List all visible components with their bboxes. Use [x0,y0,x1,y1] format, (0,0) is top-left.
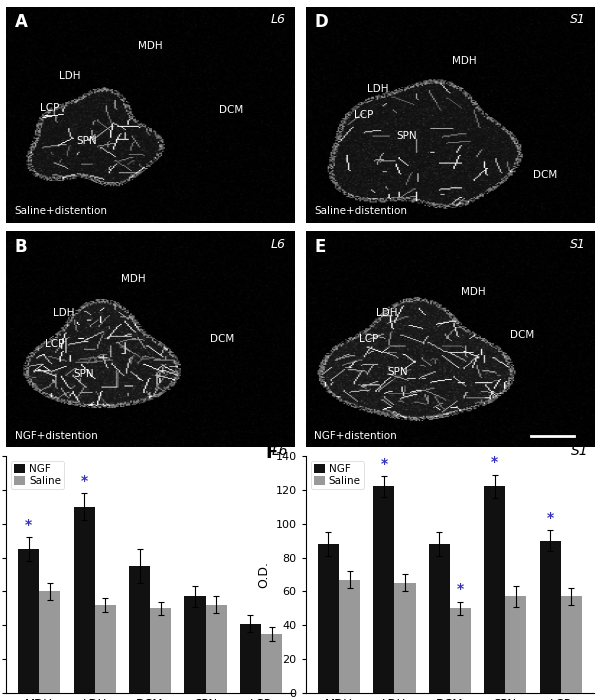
Bar [561,596,582,693]
Text: *: * [491,456,499,470]
Text: E: E [314,238,326,256]
Text: S1: S1 [569,238,586,251]
Text: NGF+distention: NGF+distention [14,430,97,440]
Text: LCP: LCP [40,104,59,113]
Text: LCP: LCP [46,339,65,349]
Text: SPN: SPN [388,367,409,377]
Bar [450,608,471,693]
Bar [129,566,150,693]
Text: L6: L6 [271,13,286,27]
Text: DCM: DCM [533,170,557,180]
Text: S1: S1 [571,444,588,458]
Bar [39,592,61,693]
Bar [505,596,526,693]
Text: Saline+distention: Saline+distention [314,206,407,216]
Bar [18,549,39,693]
Text: *: * [547,511,554,525]
Bar [339,580,360,693]
Bar [318,544,339,693]
Text: LCP: LCP [359,334,379,344]
Text: Saline+distention: Saline+distention [14,206,107,216]
Text: LDH: LDH [376,309,397,318]
Text: LCP: LCP [354,110,373,120]
Text: LDH: LDH [367,84,389,94]
Bar [74,507,95,693]
Text: *: * [25,518,32,532]
Text: A: A [14,13,28,32]
Bar [184,596,206,693]
Bar [429,544,450,693]
Text: DCM: DCM [510,330,534,340]
Bar [484,486,505,693]
Text: MDH: MDH [138,41,163,51]
Bar [394,583,416,693]
Text: F: F [265,444,278,462]
Bar [261,634,282,693]
Legend: NGF, Saline: NGF, Saline [11,461,64,489]
Text: DCM: DCM [210,334,235,344]
Text: L6: L6 [271,238,286,251]
Bar [373,486,394,693]
Text: LDH: LDH [53,309,74,318]
Text: SPN: SPN [74,369,94,379]
Bar [240,624,261,693]
Text: MDH: MDH [461,287,485,297]
Bar [206,605,227,693]
Bar [539,540,561,693]
Text: MDH: MDH [452,56,476,66]
Text: B: B [14,238,27,256]
Text: *: * [80,474,88,488]
Text: D: D [314,13,328,32]
Y-axis label: O.D.: O.D. [257,561,270,588]
Text: SPN: SPN [76,136,97,146]
Text: DCM: DCM [218,106,243,116]
Bar [150,608,171,693]
Text: *: * [380,457,388,471]
Text: MDH: MDH [121,274,145,284]
Bar [95,605,116,693]
Text: LDH: LDH [59,71,80,81]
Legend: NGF, Saline: NGF, Saline [311,461,364,489]
Text: *: * [457,582,464,596]
Text: L6: L6 [272,444,289,458]
Text: NGF+distention: NGF+distention [314,430,397,440]
Text: S1: S1 [569,13,586,27]
Text: SPN: SPN [397,132,417,141]
